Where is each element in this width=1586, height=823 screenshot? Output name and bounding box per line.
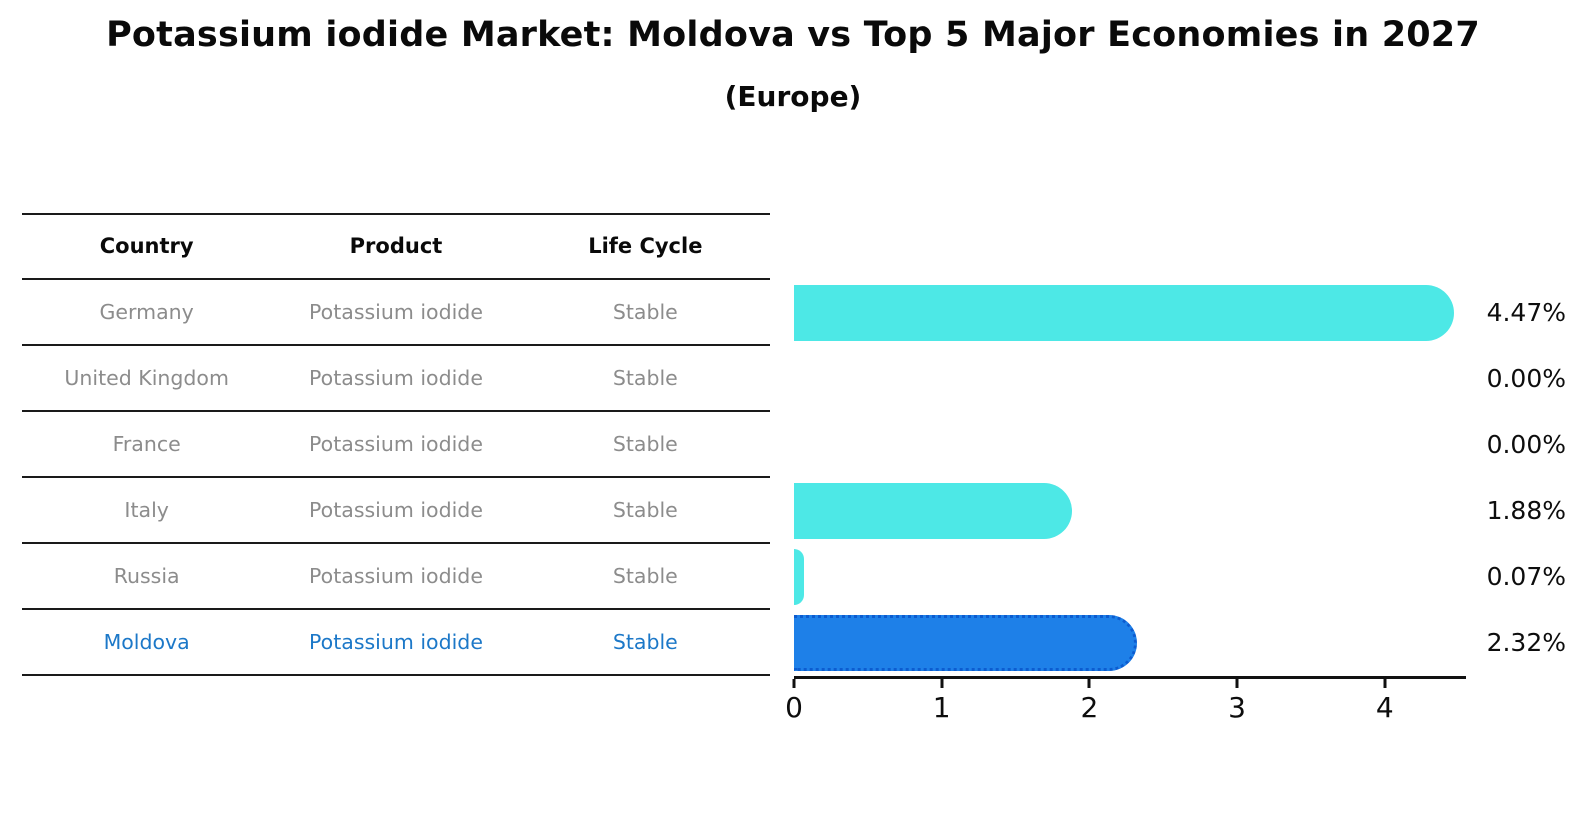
axis-tick-label: 3 bbox=[1228, 690, 1246, 724]
bar-moldova-highlight bbox=[794, 614, 1137, 671]
axis-spacer bbox=[1466, 676, 1566, 724]
header-life-cycle: Life Cycle bbox=[588, 234, 703, 259]
value-label-russia: 0.07% bbox=[1486, 562, 1566, 592]
bar-track bbox=[794, 284, 1466, 341]
bar-track bbox=[794, 482, 1466, 539]
bar-row-france: 0.00% bbox=[794, 412, 1566, 478]
bar-row-italy: 1.88% bbox=[794, 478, 1566, 544]
table-row-moldova: Moldova Potassium iodide Stable bbox=[22, 610, 770, 676]
axis-tick-label: 2 bbox=[1080, 690, 1099, 724]
bar-row-united-kingdom: 0.00% bbox=[794, 346, 1566, 412]
axis-tick bbox=[940, 678, 944, 688]
title-block: Potassium iodide Market: Moldova vs Top … bbox=[0, 0, 1586, 113]
value-label-germany: 4.47% bbox=[1486, 298, 1566, 328]
country-cell: Russia bbox=[113, 563, 180, 588]
table-row-germany: Germany Potassium iodide Stable bbox=[22, 280, 770, 346]
value-label-italy: 1.88% bbox=[1486, 496, 1566, 526]
table-row-russia: Russia Potassium iodide Stable bbox=[22, 544, 770, 610]
country-cell: United Kingdom bbox=[64, 365, 229, 390]
country-table: Country Product Life Cycle Germany Potas… bbox=[22, 212, 770, 724]
value-label-france: 0.00% bbox=[1486, 430, 1566, 460]
axis-tick-label: 4 bbox=[1375, 690, 1394, 724]
value-label-moldova: 2.32% bbox=[1486, 628, 1566, 658]
bar-italy bbox=[794, 482, 1072, 539]
product-cell: Potassium iodide bbox=[309, 563, 483, 588]
bar-russia bbox=[794, 548, 805, 605]
bar-track bbox=[794, 417, 1466, 473]
bar-track bbox=[794, 614, 1466, 671]
bar-germany bbox=[794, 284, 1455, 341]
life-cycle-cell: Stable bbox=[612, 563, 678, 588]
country-cell: Germany bbox=[99, 299, 194, 324]
header-country: Country bbox=[99, 234, 194, 259]
table-header-row: Country Product Life Cycle bbox=[22, 215, 770, 280]
country-cell: France bbox=[112, 431, 181, 456]
x-axis: 0 1 2 3 4 bbox=[785, 675, 1466, 724]
table-row-united-kingdom: United Kingdom Potassium iodide Stable bbox=[22, 346, 770, 412]
bar-row-germany: 4.47% bbox=[794, 280, 1566, 346]
bar-track bbox=[794, 351, 1466, 407]
x-axis-row: 0 1 2 3 4 bbox=[785, 675, 1566, 724]
country-cell: Italy bbox=[124, 497, 169, 522]
bar-row-russia: 0.07% bbox=[794, 544, 1566, 610]
product-cell: Potassium iodide bbox=[309, 299, 483, 324]
bar-track bbox=[794, 548, 1466, 605]
life-cycle-cell: Stable bbox=[612, 365, 678, 390]
product-cell: Potassium iodide bbox=[309, 365, 483, 390]
table-row-france: France Potassium iodide Stable bbox=[22, 412, 770, 478]
life-cycle-cell: Stable bbox=[612, 629, 678, 654]
axis-tick bbox=[792, 678, 796, 688]
life-cycle-cell: Stable bbox=[612, 431, 678, 456]
page-subtitle: (Europe) bbox=[724, 79, 862, 113]
axis-tick-label: 0 bbox=[785, 690, 803, 724]
value-label-united-kingdom: 0.00% bbox=[1486, 364, 1566, 394]
product-cell: Potassium iodide bbox=[309, 431, 483, 456]
country-cell: Moldova bbox=[103, 629, 190, 654]
product-cell: Potassium iodide bbox=[309, 629, 483, 654]
axis-tick-label: 1 bbox=[932, 690, 951, 724]
bar-row-moldova: 2.32% bbox=[794, 610, 1566, 676]
chart-header-spacer bbox=[794, 213, 1566, 280]
table-row-italy: Italy Potassium iodide Stable bbox=[22, 478, 770, 544]
life-cycle-cell: Stable bbox=[612, 497, 678, 522]
axis-tick bbox=[1087, 678, 1091, 688]
product-cell: Potassium iodide bbox=[309, 497, 483, 522]
bar-chart: 4.47% 0.00% 0.00% 1.88% bbox=[785, 213, 1566, 724]
axis-tick bbox=[1383, 678, 1387, 688]
content: Country Product Life Cycle Germany Potas… bbox=[0, 212, 1586, 724]
axis-tick bbox=[1235, 678, 1239, 688]
life-cycle-cell: Stable bbox=[612, 299, 678, 324]
page-title: Potassium iodide Market: Moldova vs Top … bbox=[106, 15, 1480, 55]
header-product: Product bbox=[349, 234, 443, 259]
